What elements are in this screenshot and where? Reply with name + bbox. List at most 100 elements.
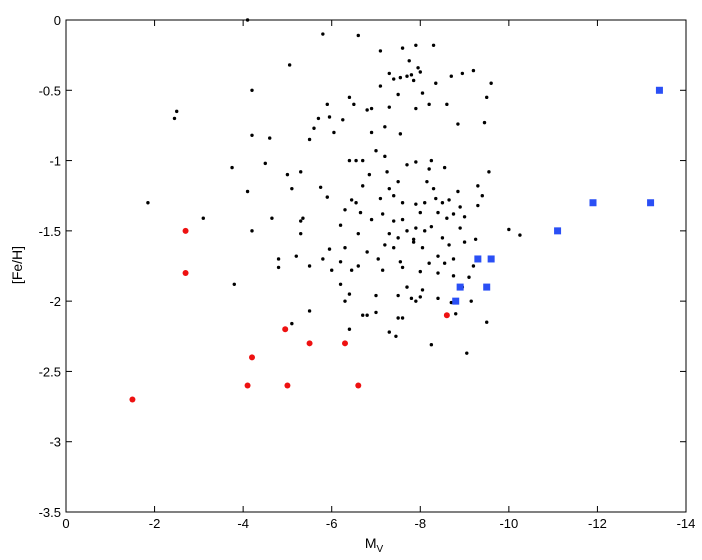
x-tick-label: -6 bbox=[326, 516, 338, 531]
data-point bbox=[356, 231, 360, 236]
data-point bbox=[245, 18, 250, 22]
data-point bbox=[374, 149, 378, 153]
data-point bbox=[244, 382, 251, 389]
data-point bbox=[423, 229, 427, 233]
data-point bbox=[423, 201, 427, 205]
data-point bbox=[294, 254, 298, 258]
data-point bbox=[462, 215, 467, 219]
x-tick-label: -10 bbox=[499, 516, 518, 531]
data-point bbox=[365, 313, 369, 317]
data-point bbox=[284, 382, 291, 389]
data-point bbox=[352, 102, 356, 107]
data-point bbox=[270, 216, 274, 220]
series-0 bbox=[146, 18, 522, 355]
data-point bbox=[355, 382, 362, 389]
data-point bbox=[306, 340, 313, 347]
data-point bbox=[392, 194, 396, 198]
data-point bbox=[299, 231, 303, 236]
data-point bbox=[434, 81, 438, 85]
x-axis-title-main: M bbox=[365, 535, 377, 551]
data-point bbox=[456, 189, 460, 194]
data-point bbox=[471, 264, 476, 268]
data-point bbox=[250, 229, 254, 233]
data-point bbox=[400, 201, 405, 205]
data-point bbox=[398, 132, 403, 136]
data-point bbox=[367, 172, 372, 177]
data-point bbox=[307, 137, 312, 142]
data-point bbox=[299, 219, 303, 223]
data-point bbox=[249, 354, 255, 361]
data-point bbox=[201, 216, 205, 220]
data-point bbox=[349, 198, 354, 202]
data-point bbox=[396, 236, 400, 240]
data-point bbox=[429, 343, 434, 347]
data-point bbox=[380, 212, 385, 216]
data-point bbox=[400, 46, 405, 50]
data-point bbox=[418, 210, 422, 215]
y-tick-label: -1 bbox=[49, 154, 61, 169]
y-tick-label: -0.5 bbox=[39, 83, 61, 98]
data-point bbox=[429, 224, 434, 229]
data-point bbox=[440, 236, 445, 240]
data-point bbox=[462, 240, 467, 244]
data-point bbox=[392, 219, 396, 223]
data-point bbox=[396, 293, 400, 298]
data-point bbox=[287, 63, 292, 67]
data-point bbox=[338, 260, 343, 264]
data-point bbox=[327, 247, 332, 251]
data-point bbox=[146, 201, 150, 205]
data-point bbox=[414, 202, 418, 206]
data-point bbox=[347, 292, 352, 296]
data-point bbox=[342, 340, 348, 347]
data-point bbox=[383, 125, 387, 129]
data-point bbox=[442, 165, 447, 170]
data-point bbox=[282, 326, 289, 333]
data-point bbox=[387, 71, 391, 76]
data-point bbox=[356, 264, 360, 268]
data-point bbox=[182, 270, 189, 277]
data-point bbox=[647, 199, 655, 207]
data-point bbox=[436, 271, 440, 275]
y-tick-label: -3.5 bbox=[39, 505, 61, 520]
data-point bbox=[434, 196, 438, 201]
data-point bbox=[369, 106, 374, 111]
y-ticks: 0 -0.5 -1 -1.5 -2 -2.5 -3 -3.5 bbox=[39, 13, 686, 520]
data-point bbox=[483, 283, 491, 291]
data-point bbox=[321, 257, 325, 261]
data-point bbox=[451, 212, 456, 216]
data-point bbox=[276, 265, 281, 270]
data-point bbox=[405, 229, 409, 233]
data-point bbox=[473, 237, 478, 241]
plot-frame bbox=[65, 19, 687, 513]
data-point bbox=[436, 254, 440, 258]
data-point bbox=[458, 205, 462, 209]
data-point bbox=[378, 196, 383, 201]
data-point bbox=[365, 108, 369, 112]
data-point bbox=[442, 261, 447, 265]
x-tick-label: -4 bbox=[237, 516, 249, 531]
data-point bbox=[458, 226, 462, 230]
data-point bbox=[454, 312, 458, 316]
data-point bbox=[476, 184, 480, 188]
data-point bbox=[301, 216, 305, 220]
data-point bbox=[443, 312, 450, 319]
data-point bbox=[387, 186, 391, 191]
data-point bbox=[374, 293, 378, 298]
data-point bbox=[387, 330, 391, 334]
data-point bbox=[489, 81, 493, 85]
data-point bbox=[330, 268, 334, 272]
data-point bbox=[400, 217, 405, 222]
data-point bbox=[467, 275, 471, 279]
data-point bbox=[285, 172, 290, 177]
data-point bbox=[343, 208, 347, 212]
data-point bbox=[445, 102, 449, 107]
data-point bbox=[407, 59, 411, 63]
data-point bbox=[440, 201, 445, 205]
data-point bbox=[405, 285, 409, 289]
data-point bbox=[321, 32, 325, 36]
data-point bbox=[312, 126, 316, 130]
data-point bbox=[409, 296, 414, 301]
data-point bbox=[378, 49, 383, 53]
data-point bbox=[354, 158, 358, 163]
data-point bbox=[398, 260, 403, 264]
